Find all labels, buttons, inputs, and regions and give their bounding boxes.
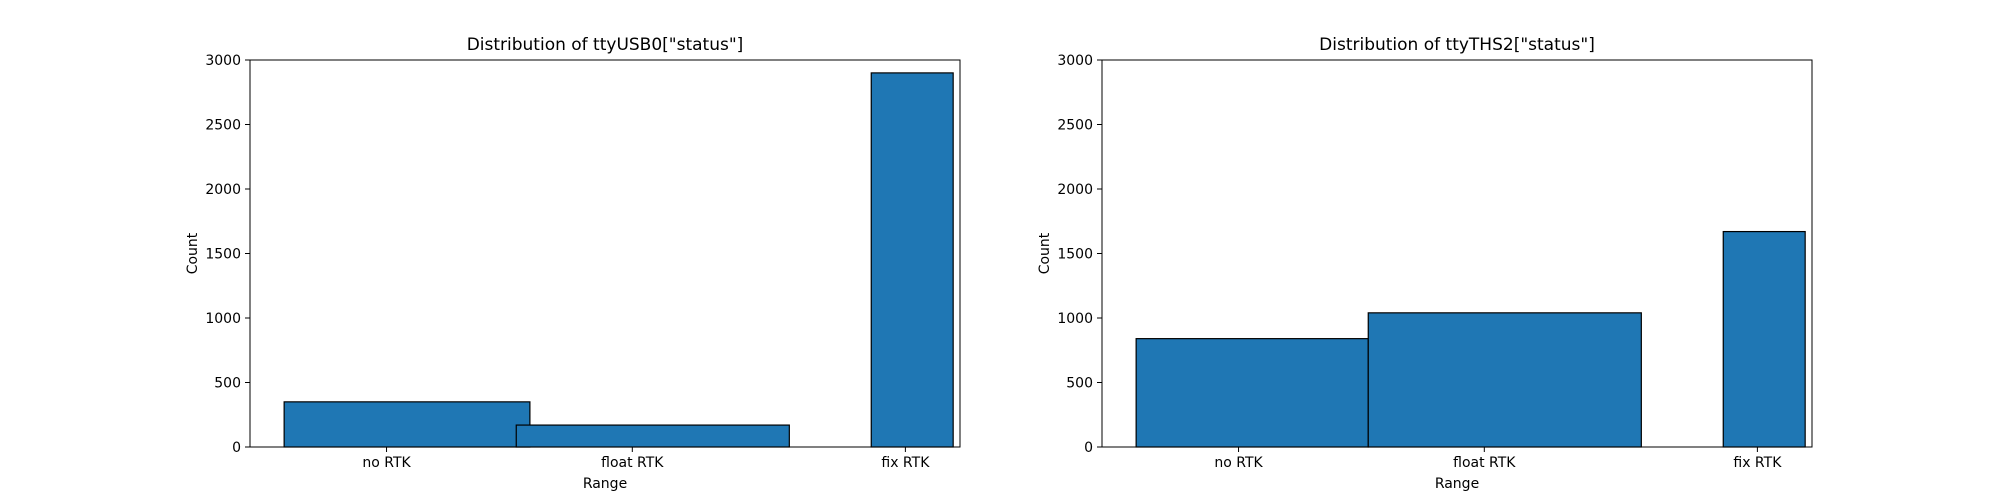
x-axis-label: Range (1435, 476, 1479, 492)
x-tick-label: fix RTK (881, 455, 930, 471)
x-tick-label: fix RTK (1733, 455, 1782, 471)
bars-layer (1135, 230, 1806, 448)
bar-float-rtk (515, 424, 790, 448)
y-tick-label: 2500 (1057, 118, 1093, 134)
y-tick-label: 500 (214, 376, 241, 392)
bar-no-rtk (283, 401, 531, 448)
chart-title: Distribution of ttyUSB0["status"] (467, 35, 744, 55)
y-axis-label: Count (1037, 232, 1053, 274)
x-axis: no RTK float RTK fix RTK (362, 447, 930, 471)
y-tick-label: 2500 (205, 118, 241, 134)
y-tick-label: 2000 (1057, 182, 1093, 198)
y-tick-label: 2000 (205, 182, 241, 198)
bar-no-rtk (1135, 338, 1369, 448)
bar-float-rtk (1367, 312, 1642, 448)
y-tick-label: 500 (1066, 376, 1093, 392)
x-tick-label: no RTK (362, 455, 411, 471)
y-tick-label: 0 (1084, 440, 1093, 456)
y-axis-label: Count (185, 232, 201, 274)
y-tick-label: 1500 (205, 247, 241, 263)
chart-title: Distribution of ttyTHS2["status"] (1319, 35, 1595, 55)
chart-ttyusb0: Distribution of ttyUSB0["status"] 0 500 10… (185, 35, 961, 492)
y-tick-label: 1000 (205, 311, 241, 327)
x-tick-label: float RTK (601, 455, 664, 471)
chart-ttyths2: Distribution of ttyTHS2["status"] 0 500 10… (1037, 35, 1813, 492)
bar-fix-rtk (870, 72, 954, 448)
x-axis: no RTK float RTK fix RTK (1214, 447, 1782, 471)
x-axis-label: Range (583, 476, 627, 492)
bar-fix-rtk (1722, 230, 1806, 448)
x-tick-label: no RTK (1214, 455, 1263, 471)
y-tick-label: 1500 (1057, 247, 1093, 263)
y-axis: 0 500 1000 1500 2000 2500 3000 (205, 53, 250, 456)
y-axis: 0 500 1000 1500 2000 2500 3000 (1057, 53, 1102, 456)
y-tick-label: 3000 (1057, 53, 1093, 69)
y-tick-label: 0 (232, 440, 241, 456)
x-tick-label: float RTK (1453, 455, 1516, 471)
y-tick-label: 3000 (205, 53, 241, 69)
y-tick-label: 1000 (1057, 311, 1093, 327)
bars-layer (283, 72, 954, 448)
